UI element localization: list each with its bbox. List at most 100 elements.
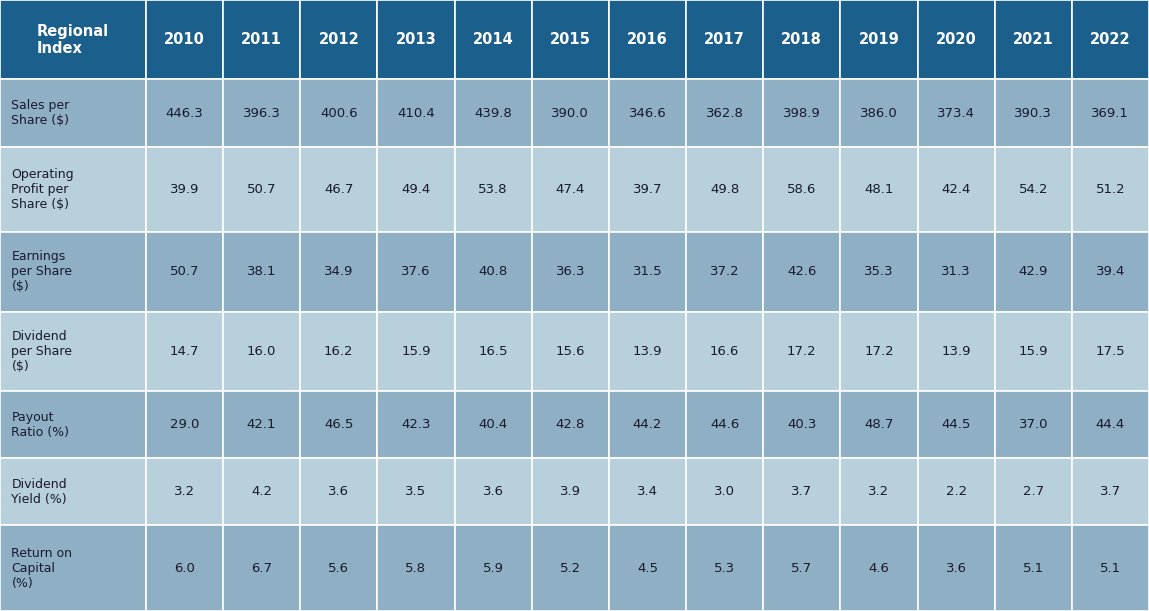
Text: 16.6: 16.6 bbox=[710, 345, 739, 358]
Text: 29.0: 29.0 bbox=[170, 418, 199, 431]
Bar bbox=[0, 525, 146, 611]
Text: 400.6: 400.6 bbox=[319, 106, 357, 120]
Text: 3.0: 3.0 bbox=[714, 485, 735, 499]
Text: 2022: 2022 bbox=[1090, 32, 1131, 47]
Text: 16.5: 16.5 bbox=[478, 345, 508, 358]
Bar bbox=[686, 391, 763, 458]
Text: 5.1: 5.1 bbox=[1023, 562, 1043, 575]
Text: 369.1: 369.1 bbox=[1092, 106, 1129, 120]
Bar bbox=[609, 232, 686, 312]
Text: 4.6: 4.6 bbox=[869, 562, 889, 575]
Bar bbox=[1072, 458, 1149, 525]
Bar bbox=[840, 525, 918, 611]
Text: 2014: 2014 bbox=[472, 32, 514, 47]
Bar bbox=[686, 525, 763, 611]
Bar bbox=[300, 0, 377, 79]
Text: 40.8: 40.8 bbox=[478, 265, 508, 279]
Bar bbox=[300, 147, 377, 232]
Text: 15.9: 15.9 bbox=[1018, 345, 1048, 358]
Text: 2011: 2011 bbox=[241, 32, 282, 47]
Bar bbox=[1072, 79, 1149, 147]
Bar bbox=[377, 232, 455, 312]
Text: 42.4: 42.4 bbox=[941, 183, 971, 196]
Bar bbox=[146, 147, 223, 232]
Bar bbox=[918, 312, 995, 391]
Text: 2021: 2021 bbox=[1013, 32, 1054, 47]
Bar bbox=[377, 458, 455, 525]
Bar bbox=[763, 525, 840, 611]
Text: 44.6: 44.6 bbox=[710, 418, 739, 431]
Bar bbox=[223, 232, 300, 312]
Bar bbox=[377, 525, 455, 611]
Text: 42.8: 42.8 bbox=[556, 418, 585, 431]
Bar bbox=[532, 391, 609, 458]
Text: 373.4: 373.4 bbox=[938, 106, 976, 120]
Text: 16.0: 16.0 bbox=[247, 345, 276, 358]
Bar bbox=[0, 79, 146, 147]
Bar bbox=[300, 525, 377, 611]
Text: 446.3: 446.3 bbox=[165, 106, 203, 120]
Bar bbox=[995, 232, 1072, 312]
Text: Dividend
per Share
($): Dividend per Share ($) bbox=[11, 330, 72, 373]
Text: 42.3: 42.3 bbox=[401, 418, 431, 431]
Bar bbox=[686, 79, 763, 147]
Bar bbox=[1072, 312, 1149, 391]
Text: 2015: 2015 bbox=[550, 32, 591, 47]
Bar bbox=[995, 79, 1072, 147]
Bar bbox=[0, 232, 146, 312]
Text: 6.0: 6.0 bbox=[173, 562, 195, 575]
Text: 48.1: 48.1 bbox=[864, 183, 894, 196]
Text: Earnings
per Share
($): Earnings per Share ($) bbox=[11, 251, 72, 293]
Bar bbox=[146, 79, 223, 147]
Text: 53.8: 53.8 bbox=[478, 183, 508, 196]
Bar bbox=[300, 79, 377, 147]
Bar bbox=[532, 79, 609, 147]
Bar bbox=[840, 458, 918, 525]
Text: 31.3: 31.3 bbox=[941, 265, 971, 279]
Bar bbox=[1072, 391, 1149, 458]
Text: 44.5: 44.5 bbox=[941, 418, 971, 431]
Text: 39.9: 39.9 bbox=[170, 183, 199, 196]
Text: 2013: 2013 bbox=[395, 32, 437, 47]
Text: 2.7: 2.7 bbox=[1023, 485, 1043, 499]
Text: 37.0: 37.0 bbox=[1018, 418, 1048, 431]
Bar bbox=[223, 391, 300, 458]
Text: 3.2: 3.2 bbox=[173, 485, 195, 499]
Bar bbox=[223, 312, 300, 391]
Bar bbox=[146, 391, 223, 458]
Bar bbox=[146, 458, 223, 525]
Text: 3.6: 3.6 bbox=[946, 562, 966, 575]
Text: 31.5: 31.5 bbox=[633, 265, 662, 279]
Bar bbox=[609, 0, 686, 79]
Text: 13.9: 13.9 bbox=[941, 345, 971, 358]
Bar bbox=[455, 458, 532, 525]
Text: 2019: 2019 bbox=[858, 32, 900, 47]
Bar bbox=[377, 79, 455, 147]
Text: Operating
Profit per
Share ($): Operating Profit per Share ($) bbox=[11, 168, 75, 211]
Text: 439.8: 439.8 bbox=[475, 106, 512, 120]
Bar bbox=[532, 312, 609, 391]
Bar bbox=[918, 79, 995, 147]
Bar bbox=[995, 147, 1072, 232]
Text: 4.5: 4.5 bbox=[637, 562, 658, 575]
Text: 17.5: 17.5 bbox=[1096, 345, 1125, 358]
Bar bbox=[840, 232, 918, 312]
Text: 38.1: 38.1 bbox=[247, 265, 277, 279]
Bar bbox=[455, 391, 532, 458]
Bar bbox=[300, 232, 377, 312]
Text: 39.7: 39.7 bbox=[633, 183, 662, 196]
Bar bbox=[995, 312, 1072, 391]
Text: 14.7: 14.7 bbox=[170, 345, 199, 358]
Text: 386.0: 386.0 bbox=[861, 106, 897, 120]
Text: 2017: 2017 bbox=[704, 32, 745, 47]
Bar bbox=[223, 525, 300, 611]
Bar bbox=[300, 391, 377, 458]
Bar bbox=[532, 232, 609, 312]
Bar bbox=[455, 312, 532, 391]
Text: 39.4: 39.4 bbox=[1096, 265, 1125, 279]
Bar bbox=[840, 147, 918, 232]
Text: 40.4: 40.4 bbox=[478, 418, 508, 431]
Bar bbox=[918, 0, 995, 79]
Text: 2012: 2012 bbox=[318, 32, 360, 47]
Text: 40.3: 40.3 bbox=[787, 418, 817, 431]
